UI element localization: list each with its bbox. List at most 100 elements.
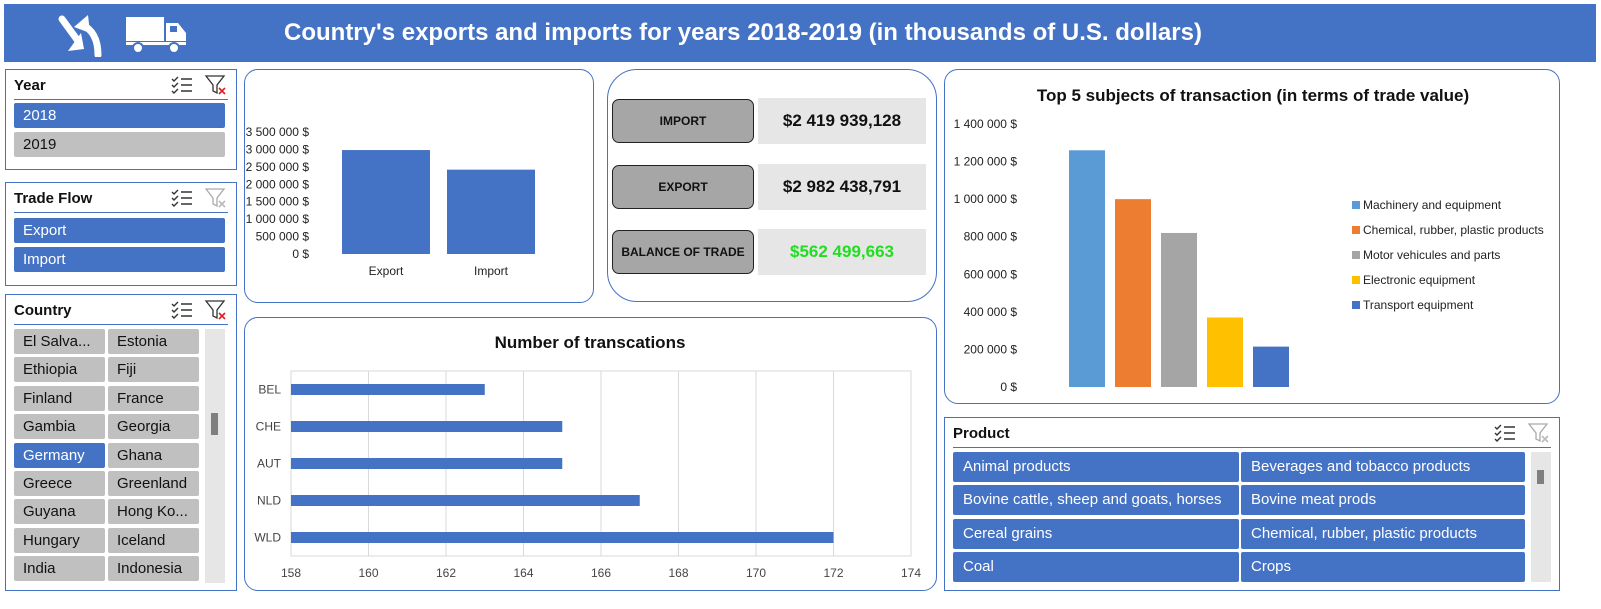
x-category-label: Export (369, 264, 404, 278)
bar (1115, 199, 1151, 387)
multi-select-icon[interactable] (170, 299, 194, 321)
trade-flow-item-export[interactable]: Export (14, 218, 225, 243)
x-tick-label: 170 (746, 566, 766, 580)
y-tick-label: 3 000 000 $ (246, 142, 310, 156)
product-item[interactable]: Cereal grains (953, 518, 1239, 549)
kpi-label: IMPORT (612, 99, 754, 143)
y-tick-label: 200 000 $ (964, 342, 1018, 356)
product-item[interactable]: Bovine cattle, sheep and goats, horses (953, 485, 1239, 516)
export-import-bar-chart: 0 $ 500 000 $ 1 000 000 $ 1 500 000 $ 2 000 … (246, 125, 535, 278)
trade-flow-slicer: Trade Flow Export Import (5, 182, 237, 286)
country-item[interactable]: Guyana (14, 499, 105, 525)
slicer-title: Trade Flow (14, 190, 93, 207)
clear-filter-icon[interactable] (204, 74, 228, 96)
product-item[interactable]: Beverages and tobacco products (1241, 452, 1525, 482)
y-tick-label: 1 500 000 $ (246, 195, 310, 209)
product-item[interactable]: Animal products (953, 452, 1239, 482)
y-tick-label: 600 000 $ (964, 267, 1018, 281)
country-item[interactable]: Greece (14, 471, 105, 496)
clear-filter-icon[interactable] (204, 299, 228, 321)
country-item[interactable]: Greenland (108, 471, 199, 496)
country-item[interactable]: India (14, 556, 105, 582)
bar (447, 169, 535, 254)
page-title: Country's exports and imports for years … (284, 19, 1202, 46)
year-slicer: Year 2018 2019 (5, 69, 237, 170)
bar (291, 384, 485, 395)
product-item[interactable]: Bovine meat prods (1241, 485, 1525, 516)
x-tick-label: 158 (281, 566, 301, 580)
country-slicer: Country El Salva... Estonia Ethiopia Fiji Fi… (5, 294, 237, 591)
bar (1253, 346, 1289, 387)
product-item[interactable]: Chemical, rubber, plastic products (1241, 518, 1525, 549)
y-category-label: WLD (254, 531, 281, 545)
trade-flow-item-import[interactable]: Import (14, 247, 225, 272)
multi-select-icon[interactable] (1493, 422, 1517, 444)
country-item[interactable]: Estonia (108, 329, 199, 354)
y-category-label: NLD (257, 494, 281, 508)
y-tick-label: 0 $ (292, 247, 309, 261)
y-tick-label: 2 000 000 $ (246, 177, 310, 191)
country-item[interactable]: Gambia (14, 414, 105, 440)
scrollbar-thumb[interactable] (1537, 470, 1544, 484)
scrollbar-thumb[interactable] (211, 413, 218, 435)
top5-subjects-bar-chart: Top 5 subjects of transaction (in terms … (954, 86, 1544, 394)
legend-label: Transport equipment (1363, 298, 1474, 312)
country-item[interactable]: Indonesia (108, 556, 199, 582)
product-scrollbar[interactable] (1531, 452, 1551, 582)
year-item-2018[interactable]: 2018 (14, 103, 225, 128)
x-tick-label: 172 (823, 566, 843, 580)
product-item[interactable]: Crops (1241, 551, 1525, 582)
country-item[interactable]: Hungary (14, 527, 105, 553)
legend-label: Chemical, rubber, plastic products (1363, 223, 1544, 237)
slicer-header: Product (953, 418, 1551, 448)
bar (1207, 317, 1243, 387)
country-item[interactable]: Germany (14, 442, 105, 468)
country-item[interactable]: Georgia (108, 414, 199, 440)
country-item[interactable]: Finland (14, 385, 105, 411)
kpi-value: $2 419 939,128 (758, 98, 926, 144)
kpi-label: BALANCE OF TRADE (612, 230, 754, 274)
bar (1069, 150, 1105, 387)
country-item[interactable]: France (108, 385, 199, 411)
transactions-chart-panel: Number of transcations 158 160 162 164 166 168… (244, 317, 937, 591)
y-tick-label: 3 500 000 $ (246, 125, 310, 139)
country-item[interactable]: El Salva... (14, 329, 105, 354)
dashboard-header: Country's exports and imports for years … (4, 4, 1596, 62)
country-item[interactable]: Hong Ko... (108, 499, 199, 525)
bar (291, 532, 834, 543)
kpi-label: EXPORT (612, 165, 754, 209)
country-item[interactable]: Fiji (108, 357, 199, 383)
bar (291, 458, 563, 469)
y-tick-label: 800 000 $ (964, 230, 1018, 244)
x-tick-label: 164 (513, 566, 533, 580)
kpi-value: $562 499,663 (758, 229, 926, 275)
legend-swatch (1352, 301, 1360, 309)
exchange-arrows-icon (58, 15, 102, 57)
bar (291, 421, 563, 432)
multi-select-icon[interactable] (170, 74, 194, 96)
transactions-bar-chart: Number of transcations 158 160 162 164 166 168… (254, 333, 921, 580)
year-item-2019[interactable]: 2019 (14, 132, 225, 157)
multi-select-icon[interactable] (170, 187, 194, 209)
country-item[interactable]: Iceland (108, 527, 199, 553)
product-item[interactable]: Coal (953, 551, 1239, 582)
chart-title: Number of transcations (495, 333, 686, 352)
truck-icon (126, 17, 186, 54)
bar (291, 495, 640, 506)
y-tick-label: 2 500 000 $ (246, 160, 310, 174)
legend-label: Motor vehicules and parts (1363, 248, 1500, 262)
legend-swatch (1352, 201, 1360, 209)
clear-filter-icon[interactable] (1527, 422, 1551, 444)
clear-filter-icon[interactable] (204, 187, 228, 209)
slicer-header: Trade Flow (14, 183, 228, 213)
country-item[interactable]: Ethiopia (14, 357, 105, 383)
country-scrollbar[interactable] (205, 329, 225, 583)
x-tick-label: 166 (591, 566, 611, 580)
bar (342, 150, 430, 254)
slicer-header: Year (14, 70, 228, 100)
x-tick-label: 168 (668, 566, 688, 580)
country-item[interactable]: Ghana (108, 442, 199, 468)
slicer-title: Product (953, 425, 1010, 442)
y-category-label: BEL (258, 383, 281, 397)
legend-label: Machinery and equipment (1363, 198, 1502, 212)
